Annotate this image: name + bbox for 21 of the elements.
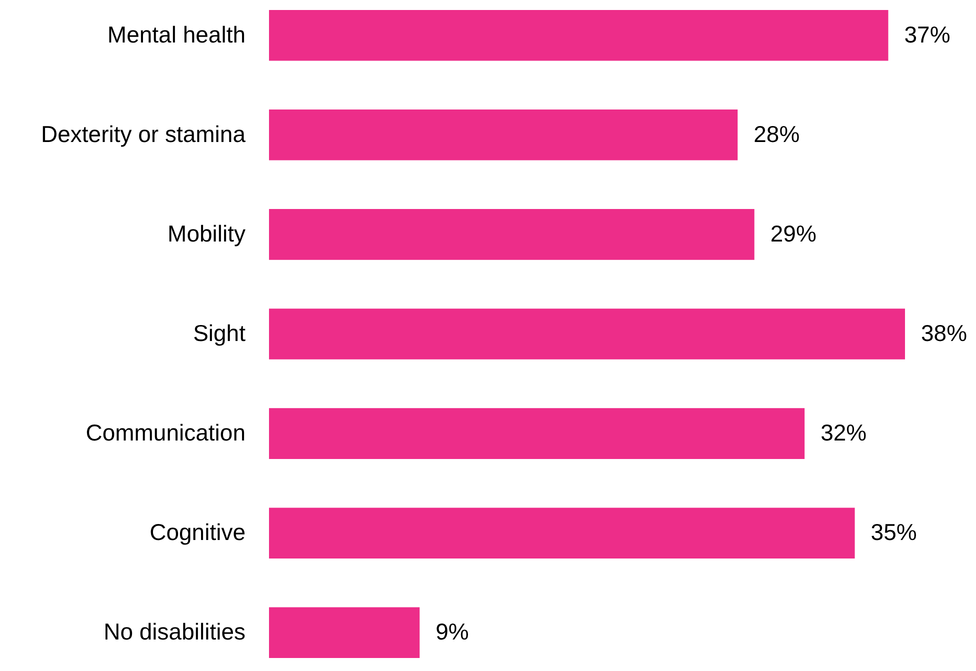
bar <box>269 508 855 558</box>
bar <box>269 607 420 658</box>
data-label: 29% <box>770 220 816 246</box>
y-tick-label: Mental health <box>107 21 246 48</box>
bar <box>269 408 805 459</box>
data-label: 38% <box>921 320 968 346</box>
bar <box>269 308 905 360</box>
data-label: 35% <box>870 519 917 546</box>
y-tick-label: Dexterity or stamina <box>40 120 246 147</box>
data-label: 28% <box>754 120 800 147</box>
y-tick-label: Cognitive <box>150 519 246 546</box>
data-label: 37% <box>904 21 950 48</box>
data-label: 32% <box>820 420 867 446</box>
y-tick-label: Mobility <box>168 220 246 246</box>
bar <box>269 10 888 61</box>
bar <box>269 209 754 260</box>
y-tick-label: Sight <box>193 320 246 346</box>
bar <box>269 110 738 160</box>
data-label: 9% <box>436 618 469 645</box>
y-tick-label: No disabilities <box>104 618 246 645</box>
y-tick-label: Communication <box>86 420 246 446</box>
